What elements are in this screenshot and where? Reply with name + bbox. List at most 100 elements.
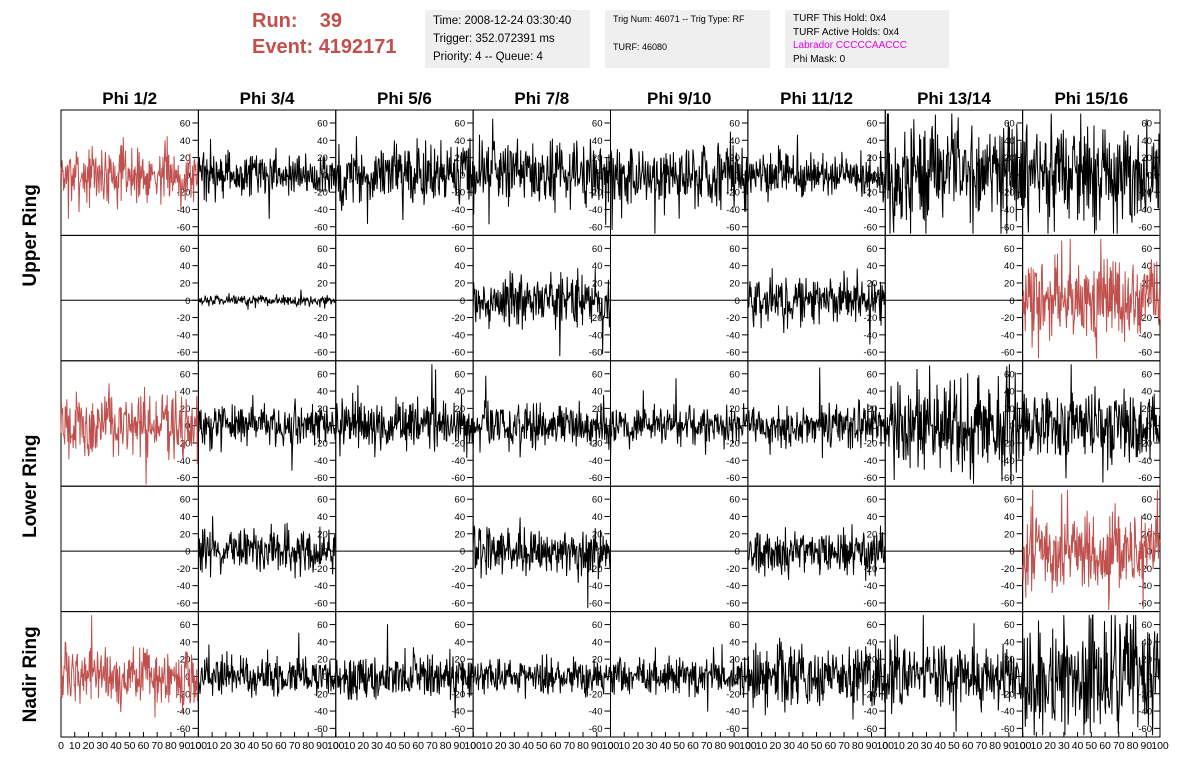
y-tick-label: -20 <box>177 564 191 575</box>
y-tick-label: -60 <box>864 473 878 484</box>
y-tick-label: -60 <box>451 724 465 735</box>
y-tick-label: -60 <box>314 473 328 484</box>
run-event-box: Run: 39 Event: 4192171 <box>252 8 397 60</box>
column-header: Phi 5/6 <box>377 89 432 108</box>
x-tick-label: 60 <box>1099 740 1111 752</box>
y-tick-label: 40 <box>180 637 191 648</box>
y-tick-label: -60 <box>1138 724 1152 735</box>
y-tick-label: -20 <box>177 689 191 700</box>
waveform-trace <box>197 632 337 698</box>
y-tick-label: 40 <box>592 387 603 398</box>
y-tick-label: -60 <box>177 473 191 484</box>
x-tick-label: 10 <box>893 740 905 752</box>
y-tick-label: 0 <box>185 547 190 558</box>
x-tick-label: 30 <box>646 740 658 752</box>
y-tick-label: 40 <box>455 637 466 648</box>
y-tick-label: -40 <box>726 456 740 467</box>
y-tick-label: -60 <box>177 348 191 359</box>
y-tick-label: -40 <box>589 707 603 718</box>
y-tick-label: 20 <box>592 529 603 540</box>
waveform-trace <box>1022 113 1161 234</box>
y-tick-label: -40 <box>177 581 191 592</box>
waveform-trace <box>884 615 1024 732</box>
y-tick-label: 40 <box>867 261 878 272</box>
y-tick-label: -40 <box>451 707 465 718</box>
y-tick-label: 60 <box>592 118 603 129</box>
time-text: Time: 2008-12-24 03:30:40 <box>433 15 572 27</box>
y-tick-label: 60 <box>455 118 466 129</box>
y-tick-label: 40 <box>729 136 740 147</box>
y-tick-label: -40 <box>451 581 465 592</box>
waveform-trace <box>335 136 474 224</box>
y-tick-label: -20 <box>314 188 328 199</box>
x-tick-label: 40 <box>797 740 809 752</box>
ring-label: Nadir Ring <box>20 626 41 722</box>
y-tick-label: 40 <box>180 261 191 272</box>
panel-frame <box>60 485 199 613</box>
x-tick-label: 90 <box>866 740 878 752</box>
y-tick-label: 60 <box>729 244 740 255</box>
y-tick-label: 20 <box>729 655 740 666</box>
column-header: Phi 11/12 <box>780 89 853 108</box>
y-tick-label: -40 <box>1001 456 1015 467</box>
turf-info-box: TURF This Hold: 0x4 TURF Active Holds: 0… <box>785 10 949 68</box>
waveform-trace <box>610 131 749 234</box>
y-tick-label: -20 <box>1001 313 1015 324</box>
y-tick-label: 60 <box>317 620 328 631</box>
y-tick-label: -40 <box>1138 205 1152 216</box>
x-tick-label: 100 <box>876 740 894 752</box>
y-tick-label: 40 <box>317 512 328 523</box>
priority-text: Priority: 4 -- Queue: 4 <box>433 51 543 63</box>
trig-info-box: Trig Num: 46071 -- Trig Type: RF TURF: 4… <box>605 10 770 68</box>
waveform-trace <box>610 378 749 463</box>
x-tick-label: 10 <box>344 740 356 752</box>
y-tick-label: -40 <box>451 205 465 216</box>
x-tick-label: 70 <box>426 740 438 752</box>
y-tick-label: 20 <box>317 278 328 289</box>
x-tick-label: 50 <box>261 740 273 752</box>
y-tick-label: -40 <box>314 205 328 216</box>
y-tick-label: -40 <box>589 456 603 467</box>
y-tick-label: -60 <box>451 473 465 484</box>
x-tick-label: 100 <box>190 740 208 752</box>
y-tick-label: -60 <box>1138 348 1152 359</box>
y-tick-label: 0 <box>322 672 327 683</box>
waveform-trace <box>610 644 749 712</box>
y-tick-label: -20 <box>864 438 878 449</box>
y-tick-label: -40 <box>1001 205 1015 216</box>
y-tick-label: -20 <box>726 689 740 700</box>
y-tick-label: -40 <box>1138 456 1152 467</box>
y-tick-label: -60 <box>177 598 191 609</box>
x-tick-label: 10 <box>69 740 81 752</box>
y-tick-label: 40 <box>867 136 878 147</box>
y-tick-label: -20 <box>451 689 465 700</box>
turf-active-text: TURF Active Holds: 0x4 <box>793 26 900 38</box>
y-tick-label: 0 <box>735 296 740 307</box>
y-tick-label: 60 <box>1141 495 1152 506</box>
y-tick-label: 40 <box>180 512 191 523</box>
x-tick-label: 90 <box>591 740 603 752</box>
y-tick-label: -40 <box>177 330 191 341</box>
waveform-trace <box>747 637 886 720</box>
waveform-trace <box>747 268 886 345</box>
x-tick-label: 50 <box>399 740 411 752</box>
y-tick-label: 20 <box>317 529 328 540</box>
x-tick-label: 50 <box>536 740 548 752</box>
x-tick-label: 50 <box>124 740 136 752</box>
y-tick-label: 0 <box>872 421 877 432</box>
y-tick-label: -20 <box>1138 564 1152 575</box>
y-tick-label: -60 <box>1001 598 1015 609</box>
y-tick-label: 60 <box>1004 244 1015 255</box>
y-tick-label: 0 <box>735 547 740 558</box>
y-tick-label: 20 <box>592 655 603 666</box>
panel-frame <box>747 360 886 487</box>
y-tick-label: 40 <box>317 637 328 648</box>
y-tick-label: 40 <box>592 637 603 648</box>
y-tick-label: 0 <box>872 672 877 683</box>
y-tick-label: -60 <box>726 598 740 609</box>
y-tick-label: 20 <box>317 655 328 666</box>
waveform-trace <box>197 289 337 310</box>
x-tick-label: 20 <box>1044 740 1056 752</box>
y-tick-label: 40 <box>729 637 740 648</box>
event-value: 4192171 <box>318 36 397 58</box>
